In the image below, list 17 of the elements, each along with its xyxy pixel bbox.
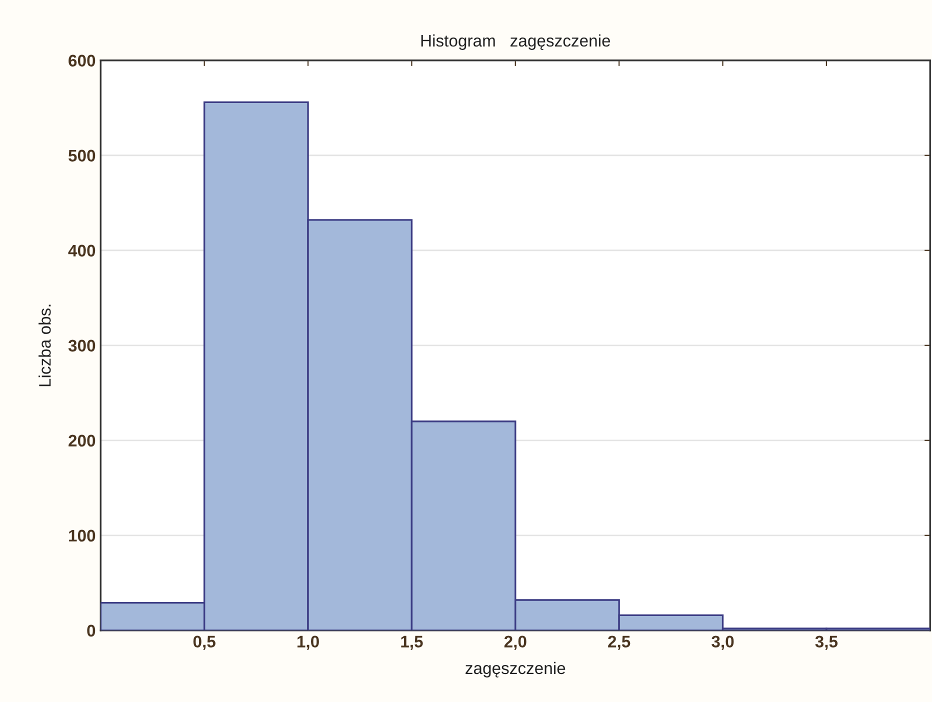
- y-axis-title: Liczba obs.: [38, 304, 51, 386]
- x-tick-label: 1,0: [297, 636, 319, 650]
- x-tick-label: 1,5: [401, 636, 423, 650]
- y-tick-label: 200: [68, 434, 96, 447]
- x-tick-label: 2,5: [608, 636, 630, 650]
- x-axis-title: zagęszczenie: [466, 662, 566, 678]
- y-tick-label: 100: [69, 530, 96, 542]
- y-tick-label: 300: [68, 340, 96, 352]
- x-tick-label: 3,0: [712, 636, 734, 650]
- chart-title: Histogram zagęszczenie: [421, 34, 610, 50]
- y-tick-label: 600: [68, 54, 96, 67]
- y-tick-label: 500: [68, 150, 96, 162]
- x-tick-label: 0,5: [193, 636, 216, 650]
- x-tick-label: 3,5: [815, 636, 838, 650]
- y-tick-label: 0: [87, 624, 96, 637]
- y-tick-label: 400: [68, 244, 96, 257]
- x-tick-label: 2,0: [504, 636, 526, 650]
